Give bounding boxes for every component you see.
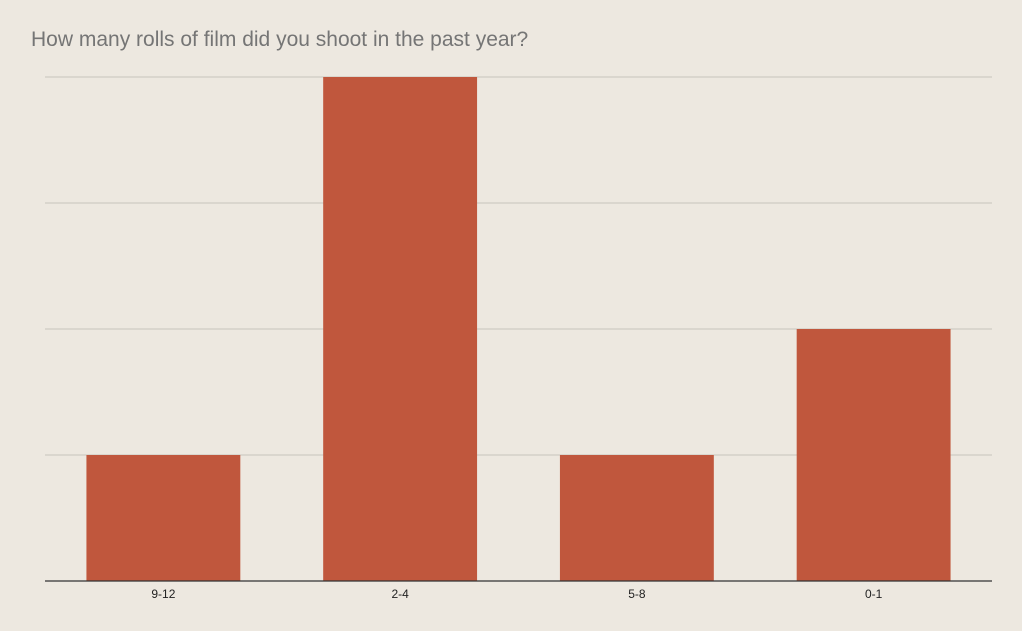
bar-2-4: [323, 77, 478, 581]
chart-title: How many rolls of film did you shoot in …: [31, 28, 529, 51]
bar-0-1: [796, 329, 951, 581]
x-tick-label: 5-8: [628, 587, 646, 601]
x-tick-label: 0-1: [865, 587, 883, 601]
bar-9-12: [86, 455, 241, 581]
x-tick-label: 2-4: [391, 587, 409, 601]
bar-5-8: [559, 455, 714, 581]
x-tick-label: 9-12: [151, 587, 175, 601]
